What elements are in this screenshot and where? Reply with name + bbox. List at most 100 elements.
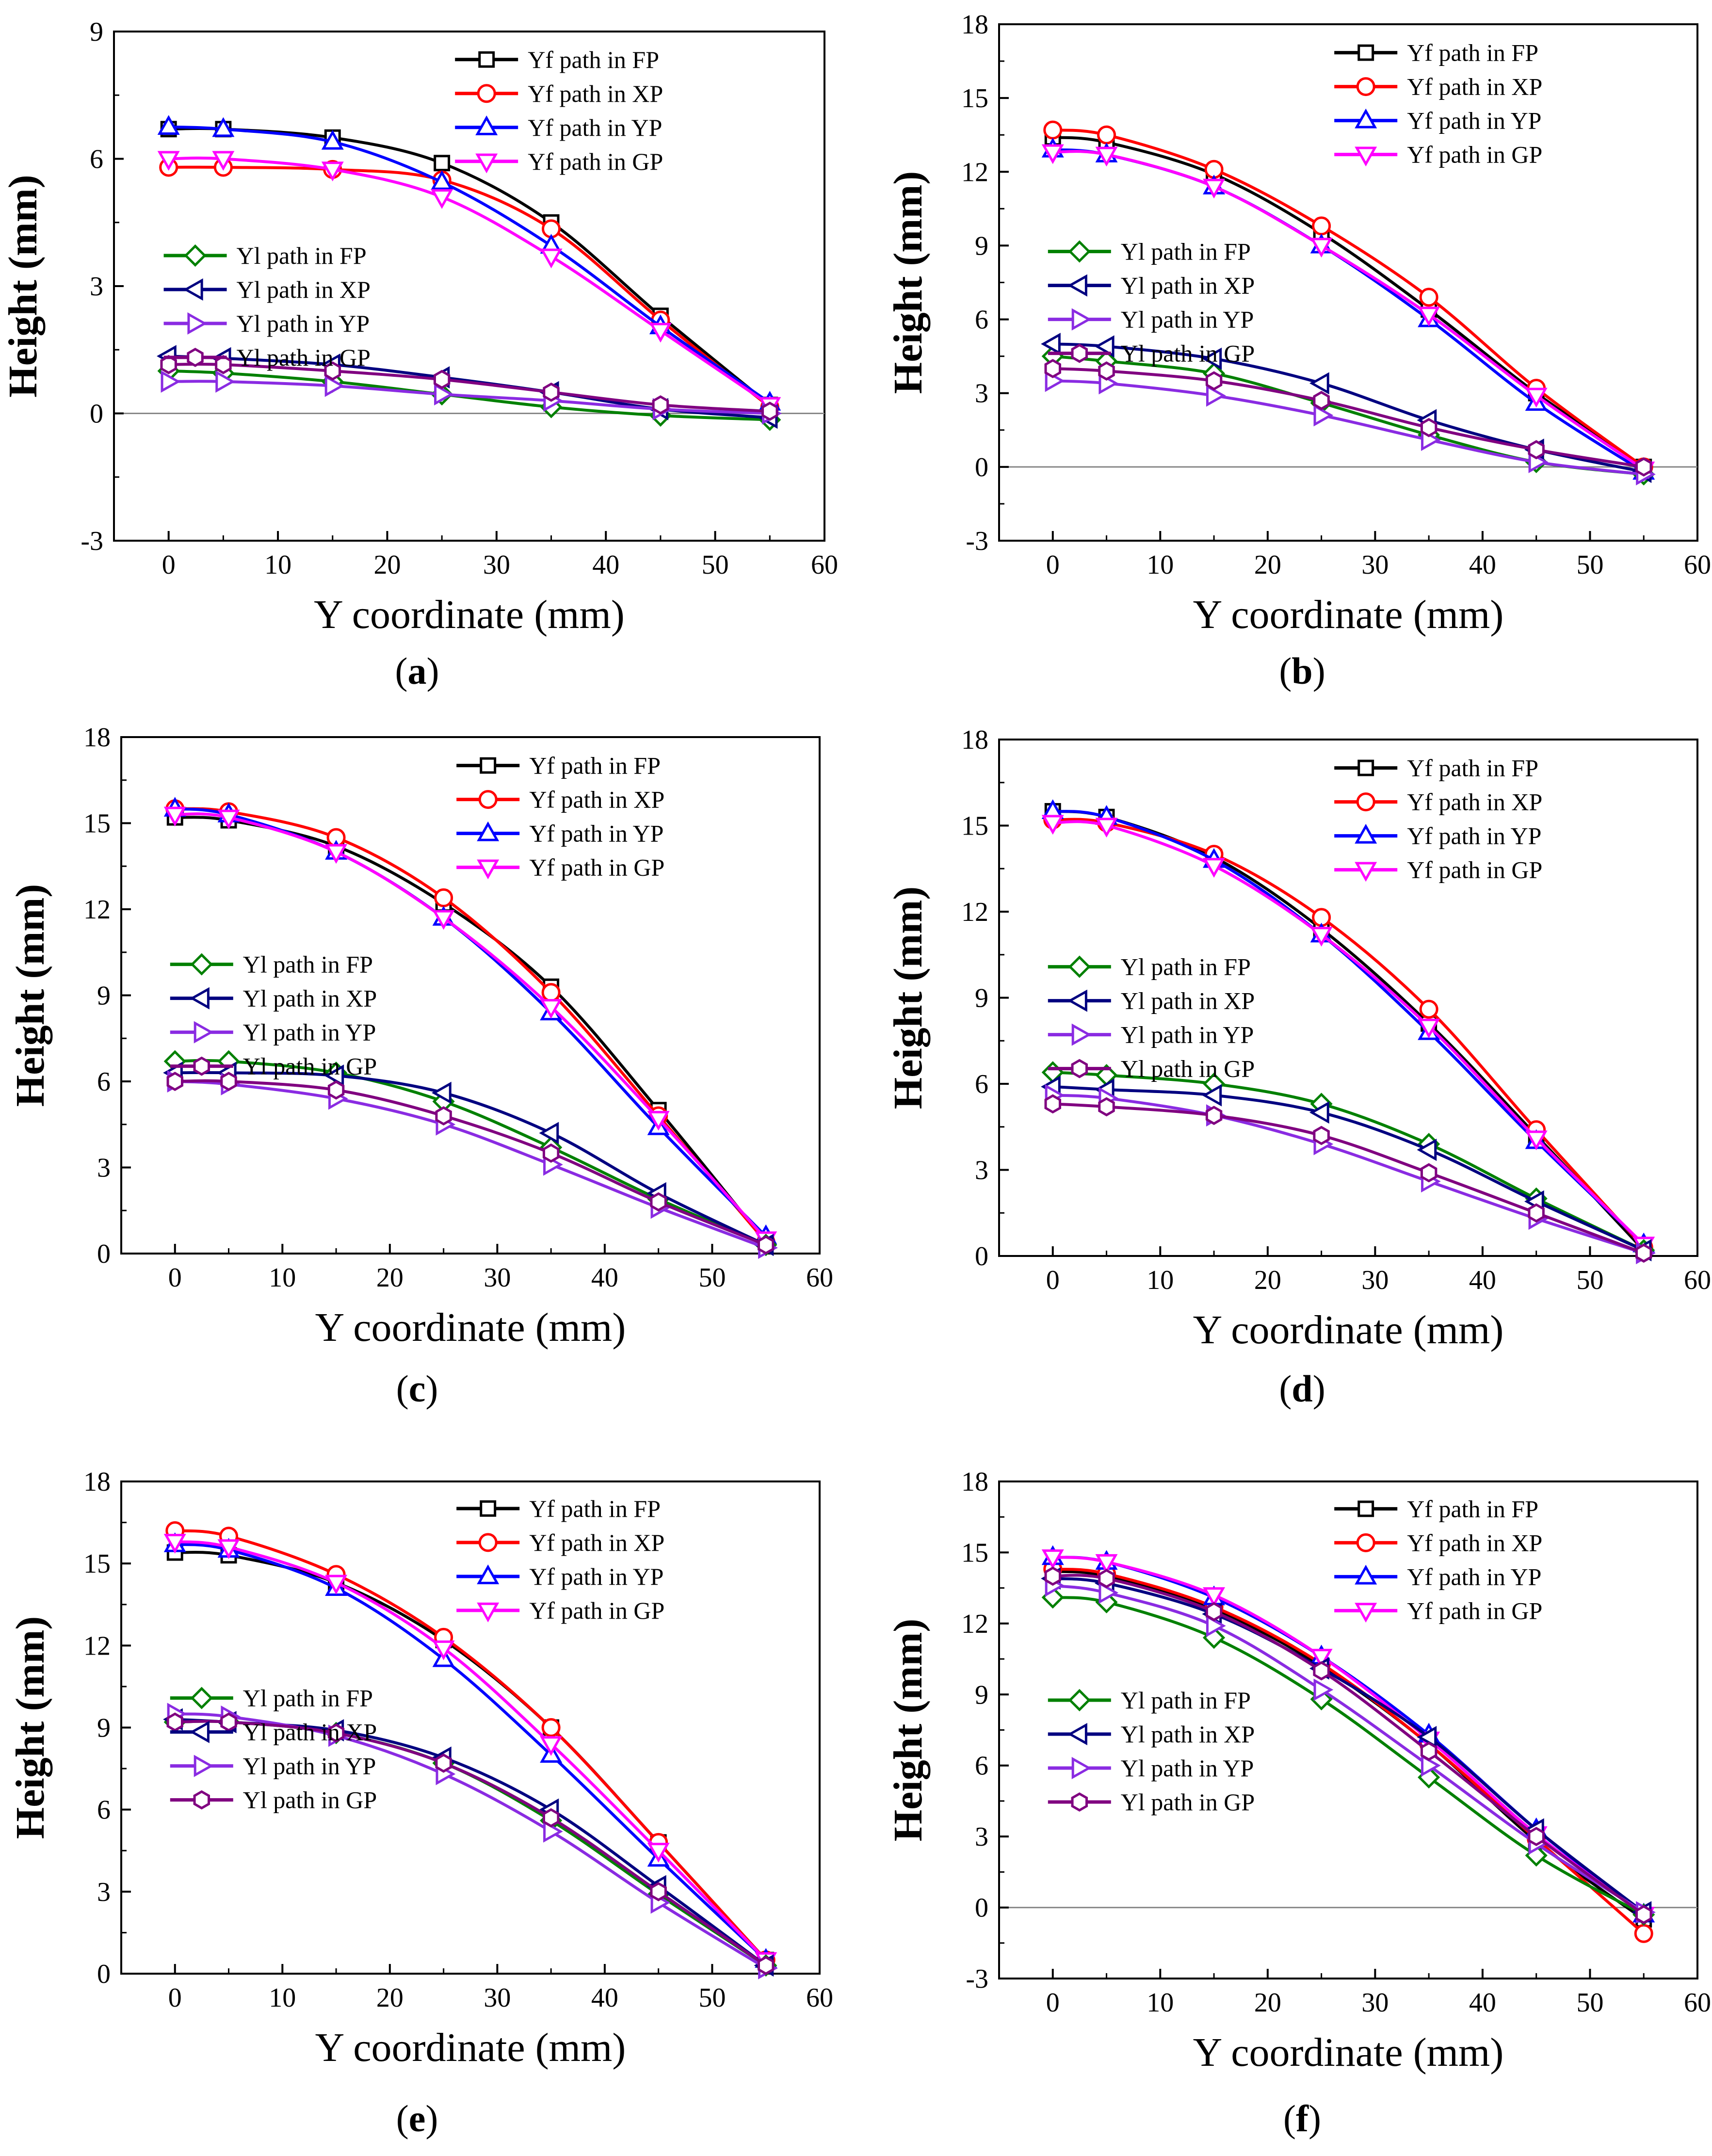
legend-entry: Yl path in GP (1048, 1055, 1255, 1082)
data-point (220, 1712, 237, 1732)
data-point (541, 983, 561, 1002)
legend-top-right: Yf path in FP Yf path in XP Yf path in YP Y… (456, 1495, 664, 1624)
data-point (1203, 858, 1226, 878)
legend-label: Yl path in GP (243, 1786, 377, 1814)
data-point (434, 155, 451, 172)
x-tick-label: 40 (591, 1263, 618, 1293)
legend-entry: Yf path in FP (456, 752, 661, 779)
data-point (324, 374, 345, 397)
legend-marker (193, 1790, 210, 1810)
legend-marker (1356, 77, 1375, 97)
legend-label: Yl path in FP (243, 951, 373, 978)
y-tick-label: 18 (961, 1467, 988, 1497)
legend-top-right: Yf path in FP Yf path in XP Yf path in YP Y… (1334, 1495, 1542, 1624)
x-tick-label: 20 (1254, 1265, 1281, 1295)
x-tick-label: 40 (1469, 1988, 1496, 2018)
legend-marker (190, 953, 213, 976)
x-tick-label: 20 (1254, 550, 1281, 580)
data-point (1635, 457, 1652, 477)
data-point (1525, 1130, 1548, 1151)
x-tick-label: 0 (162, 550, 176, 580)
legend-entry: Yl path in FP (1048, 1687, 1251, 1714)
series-line (175, 807, 767, 1243)
y-axis-title: Height (mm) (886, 171, 931, 394)
x-tick-label: 0 (168, 1263, 182, 1293)
data-point (1041, 333, 1061, 355)
legend-marker (1068, 240, 1091, 263)
legend-entry: Yl path in GP (170, 1053, 377, 1080)
legend-entry: Yl path in GP (163, 344, 371, 371)
legend-marker (1067, 989, 1087, 1012)
x-tick-label: 10 (269, 1263, 296, 1293)
data-point (212, 117, 235, 137)
panel-caption: (f) (1283, 2097, 1321, 2140)
legend-label: Yl path in YP (1121, 1754, 1254, 1782)
data-point (1313, 404, 1334, 427)
x-tick-label: 0 (1046, 550, 1060, 580)
data-point (166, 1072, 183, 1091)
y-tick-label: 6 (90, 145, 103, 175)
x-tick-label: 40 (592, 550, 619, 580)
legend-label: Yl path in YP (243, 1019, 376, 1046)
panel-caption: (a) (395, 650, 439, 692)
legend-marker (478, 1533, 498, 1552)
data-point (324, 361, 341, 381)
y-tick-label: 9 (97, 1713, 111, 1743)
data-point (1418, 306, 1440, 327)
data-point (434, 383, 454, 406)
data-point (1313, 1126, 1330, 1145)
y-axis-title: Height (mm) (8, 1616, 53, 1839)
legend-label: Yl path in XP (243, 1719, 377, 1746)
series-line (175, 1079, 767, 1247)
legend-entry: Yf path in FP (456, 1495, 661, 1522)
legend-marker (477, 84, 496, 103)
legend-entry: Yl path in FP (170, 1685, 373, 1712)
data-point (1634, 1924, 1653, 1943)
x-tick-label: 0 (1046, 1988, 1060, 2018)
legend-entry: Yf path in XP (1334, 73, 1542, 100)
legend-marker (183, 278, 203, 301)
data-point (1417, 1139, 1437, 1161)
legend-marker (1356, 792, 1375, 812)
legend-label: Yl path in GP (1121, 1055, 1255, 1082)
x-tick-label: 20 (373, 550, 401, 580)
data-point (650, 1192, 667, 1212)
legend-label: Yl path in XP (1121, 272, 1255, 299)
series-line (1052, 818, 1645, 1249)
data-point (1418, 1018, 1440, 1039)
data-point (321, 129, 344, 150)
y-tick-label: 15 (83, 809, 111, 839)
x-tick-label: 60 (1684, 550, 1711, 580)
series-line (175, 1540, 767, 1961)
legend-entry: Yl path in XP (170, 985, 377, 1012)
data-point (1095, 146, 1118, 167)
legend-entry: Yf path in GP (456, 1597, 664, 1624)
chart-panel-c: 0 10 20 30 40 50 60 0 3 6 9 12 15 18 Y coordinate (mm)… (8, 723, 833, 1410)
legend-middle-left: Yl path in FP Yl path in XP Yl path in YP Y… (1048, 1687, 1255, 1816)
legend-middle-left: Yl path in FP Yl path in XP Yl path in YP Y… (163, 242, 371, 371)
data-point (1417, 1726, 1437, 1749)
data-point (540, 248, 563, 269)
panel-caption: (e) (396, 2097, 438, 2140)
y-tick-label: -3 (966, 1964, 988, 1994)
series-line (175, 1071, 767, 1246)
data-point (433, 370, 451, 389)
series-line (175, 1529, 767, 1961)
legend-marker (1071, 1023, 1092, 1046)
series-line (175, 1080, 767, 1249)
y-tick-label: 0 (975, 452, 988, 483)
legend-entry: Yf path in XP (456, 1529, 664, 1556)
legend-label: Yf path in YP (1407, 107, 1541, 134)
legend-marker (1355, 823, 1377, 844)
data-point (1313, 1678, 1334, 1701)
legend-marker (1067, 1723, 1087, 1745)
x-tick-label: 10 (1147, 550, 1174, 580)
data-point (1202, 347, 1222, 370)
legend-label: Yl path in FP (1121, 953, 1251, 981)
data-point (431, 189, 453, 209)
y-tick-label: 15 (961, 83, 988, 113)
y-tick-label: 6 (975, 305, 988, 335)
legend-marker (478, 51, 495, 68)
x-tick-label: 20 (376, 1983, 404, 2013)
data-point (650, 1882, 667, 1901)
